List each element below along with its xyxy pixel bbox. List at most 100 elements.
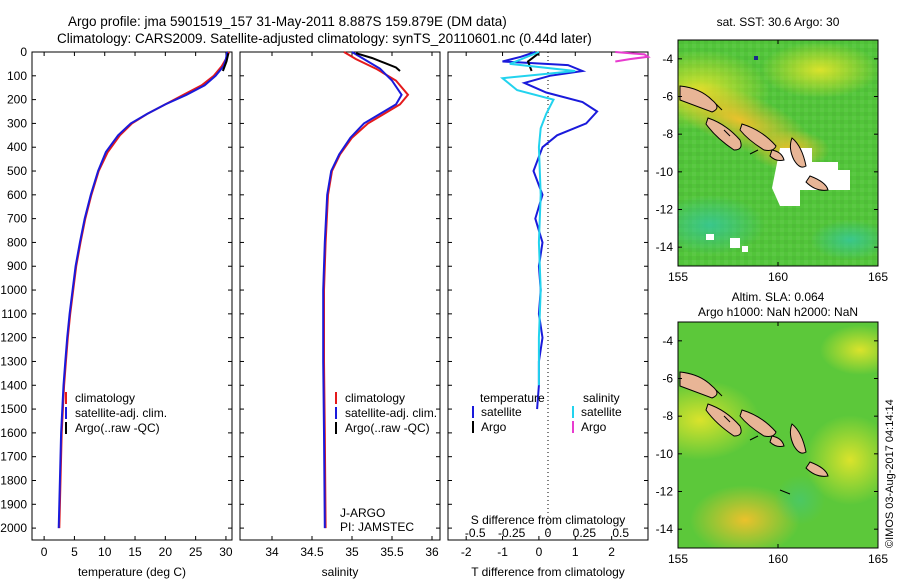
xtick-label: -1 [497,545,508,559]
sla-map-title-2: Argo h1000: NaN h2000: NaN [698,305,858,319]
xtick-label: 20 [159,545,173,559]
temperature-xlabel: temperature (deg C) [78,565,186,579]
ytick-label: 1100 [1,307,27,321]
difference-legend: temperature salinity satellite Argo sate… [472,391,622,434]
map-ytick-label: -6 [662,90,673,104]
xtick-label: 25 [189,545,203,559]
ytick-label: 1800 [0,473,27,487]
temp-legend-climatology: climatology [75,391,135,405]
xtick-label: 34 [265,545,279,559]
ytick-label: 1600 [0,426,27,440]
header-line-2: Climatology: CARS2009. Satellite-adjuste… [57,31,592,46]
diff-legend-temp-sat: satellite [481,405,522,419]
xtick-label: 35 [345,545,359,559]
xtick-label: 36 [425,545,439,559]
sal-legend-satellite: satellite-adj. clim. [345,406,437,420]
map-ytick-label: -4 [662,334,673,348]
ytick-label: 700 [7,212,27,226]
map-ytick-label: -6 [662,372,673,386]
map-ytick-label: -14 [656,522,674,536]
xtick-label: 35.5 [380,545,404,559]
sal-legend-climatology: climatology [345,391,405,405]
salinity-annotation-jargo: J-ARGO [340,506,385,520]
ytick-label: 1300 [0,354,27,368]
xtick-label: 34.5 [300,545,324,559]
series-line-argo-raw-qc- [221,52,230,72]
diff-legend-title-salinity: salinity [583,391,620,405]
difference-xlabel: T difference from climatology [471,565,625,579]
temperature-panel: 0 5 10 15 20 25 300100200300400500600700800900… [0,45,233,579]
map-xtick-label: 155 [668,552,688,566]
temp-legend-argo: Argo(..raw -QC) [75,421,160,435]
ytick-label: 400 [7,140,27,154]
salinity-lines [322,51,410,529]
difference-x2label: S difference from climatology [471,513,626,527]
x2tick-label: -0.5 [465,526,486,540]
ytick-label: 0 [20,45,27,59]
temperature-ticks: 0 5 10 15 20 25 300100200300400500600700800900… [0,45,233,559]
map-ytick-label: -8 [662,127,673,141]
ytick-label: 900 [7,259,27,273]
series-line-salinity-argo [615,51,651,63]
series-line-climatology [58,51,230,529]
sla-map-ticks: 155 160 165 -14 -12 -10 -8 -6 -4 [656,322,888,566]
ytick-label: 1000 [0,283,27,297]
map-xtick-label: 160 [768,270,788,284]
ytick-label: 1700 [0,450,27,464]
xtick-label: 0 [41,545,48,559]
difference-ticks: -2 -1 0 1 2 -0.5 -0.25 0 0.25 0.5 [448,51,648,559]
ytick-label: 100 [7,69,27,83]
salinity-annotation-pi: PI: JAMSTEC [340,520,414,534]
ytick-label: 300 [7,116,27,130]
series-line-satellite-adj-clim- [57,51,229,529]
xtick-label: 1 [572,545,579,559]
map-ytick-label: -10 [656,447,674,461]
x2tick-label: 0 [545,526,552,540]
salinity-xlabel: salinity [322,565,359,579]
difference-lines [499,51,651,410]
ytick-label: 2000 [0,521,27,535]
sla-map-panel: Altim. SLA: 0.064 Argo h1000: NaN h2000:… [656,290,889,566]
salinity-panel: 34 34.5 35 35.5 36 climatology satellite-adj… [239,51,441,579]
series-line-temperature-argo [526,52,540,72]
x2tick-label: 0.25 [573,526,597,540]
ytick-label: 600 [7,188,27,202]
map-xtick-label: 165 [868,270,888,284]
ytick-label: 1200 [0,331,27,345]
salinity-ticks: 34 34.5 35 35.5 36 [240,51,440,559]
sst-map-image [678,40,878,266]
x2tick-label: 0.5 [612,526,629,540]
ytick-label: 1900 [0,497,27,511]
temp-legend-satellite: satellite-adj. clim. [75,406,167,420]
header-line-1: Argo profile: jma 5901519_157 31-May-201… [68,14,507,29]
sla-map-image [678,322,878,548]
ytick-label: 200 [7,93,27,107]
xtick-label: 5 [71,545,78,559]
salinity-legend: climatology satellite-adj. clim. Argo(..… [335,391,437,435]
xtick-label: 30 [219,545,233,559]
temperature-axes-box [31,51,233,541]
map-xtick-label: 155 [668,270,688,284]
temperature-legend: climatology satellite-adj. clim. Argo(..… [65,391,167,435]
xtick-label: 15 [128,545,142,559]
series-line-satellite-adj-clim- [322,51,403,529]
map-ytick-label: -14 [656,240,674,254]
xtick-label: 0 [536,545,543,559]
map-ytick-label: -12 [656,485,674,499]
salinity-axes-box [239,51,441,541]
diff-legend-sal-sat: satellite [581,405,622,419]
x2tick-label: -0.25 [498,526,526,540]
ytick-label: 800 [7,235,27,249]
series-line-climatology [323,51,410,529]
difference-panel: -2 -1 0 1 2 -0.5 -0.25 0 0.25 0.5 temperature sal… [447,51,651,579]
imos-credit: ©IMOS 03-Aug-2017 04:14:14 [884,399,896,548]
sst-map-panel: sat. SST: 30.6 Argo: 30 155 160 165- [656,15,889,284]
xtick-label: 10 [98,545,112,559]
ytick-label: 500 [7,164,27,178]
ytick-label: 1400 [0,378,27,392]
series-line-argo-raw-qc- [355,52,401,72]
xtick-label: 2 [608,545,615,559]
sla-map-title-1: Altim. SLA: 0.064 [732,290,825,304]
ytick-label: 1500 [0,402,27,416]
series-line-salinity-satellite [499,51,576,386]
